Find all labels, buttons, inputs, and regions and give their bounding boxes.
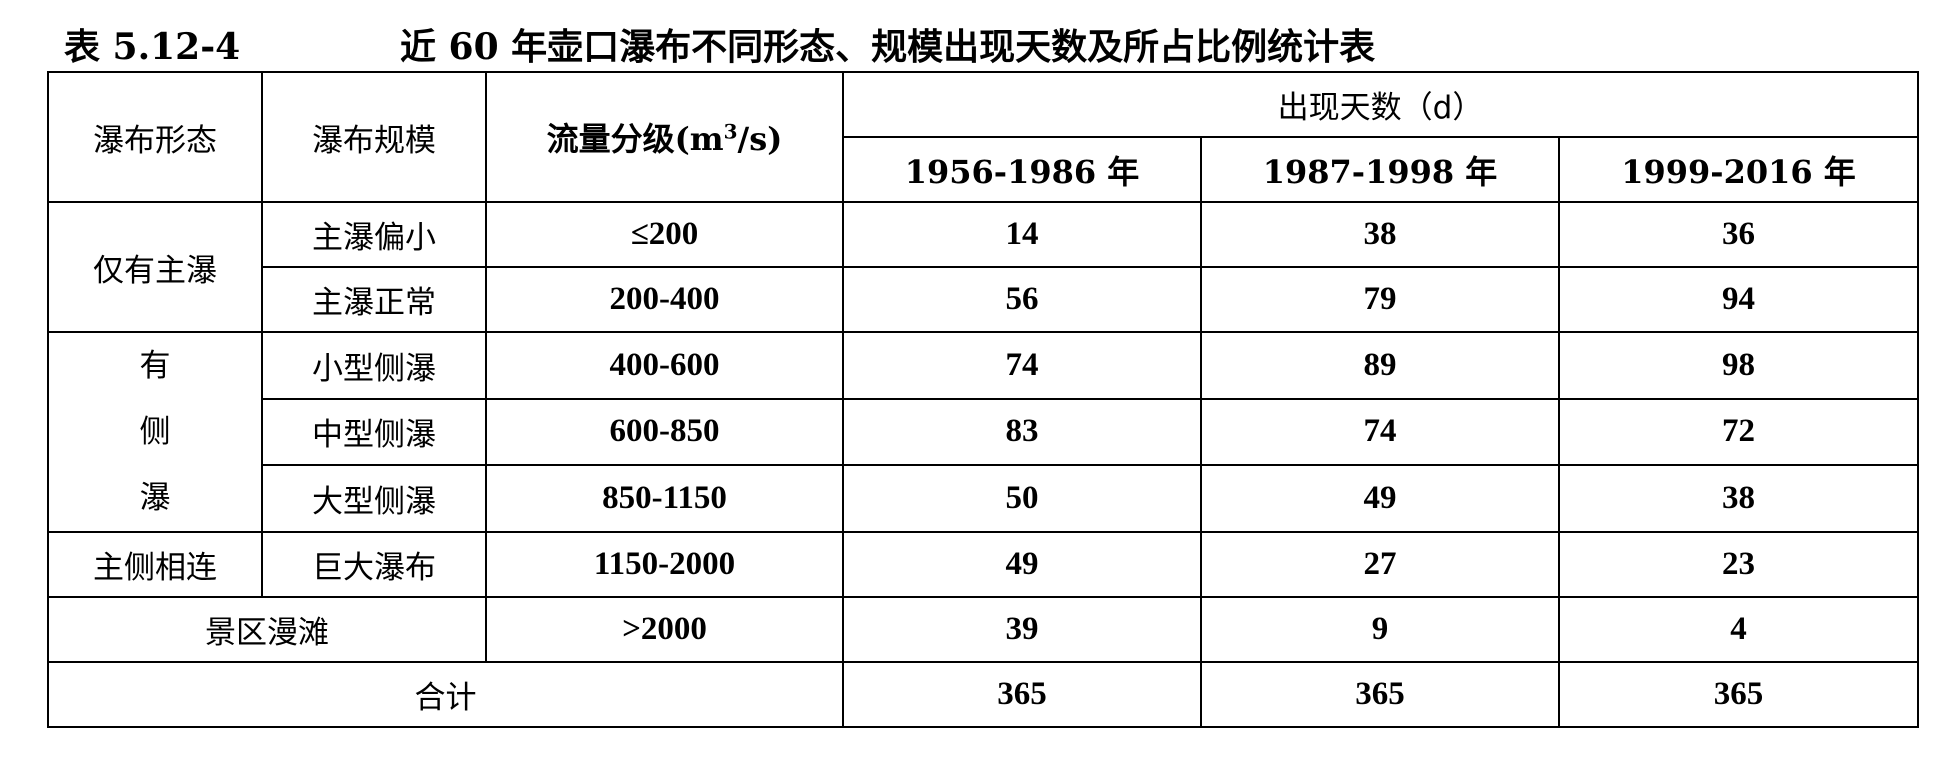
cell-days-1: 56 [842,266,1202,333]
cell-scale: 主瀑偏小 [261,201,487,268]
cell-flow: 200-400 [485,266,844,333]
total-days-3: 365 [1557,661,1920,728]
cell-flow: 600-850 [485,397,844,467]
cell-days-1: 14 [842,201,1202,268]
header-row-1: 瀑布形态 瀑布规模 流量分级(m3/s) 出现天数（d） [47,71,1920,203]
cell-days-1: 49 [842,531,1202,598]
group-side-char-3: 瀑 [139,480,171,516]
cell-flow: >2000 [485,596,844,663]
cell-days-3: 38 [1557,464,1920,533]
cell-days-2: 74 [1200,397,1560,467]
cell-days-3: 98 [1557,331,1920,400]
cell-scale: 小型侧瀑 [261,331,487,400]
header-period-1: 1956-1986 年 [842,136,1202,203]
cell-days-2: 9 [1200,596,1560,663]
header-days: 出现天数（d） [841,71,1920,138]
table-title: 近 60 年壶口瀑布不同形态、规模出现天数及所占比例统计表 [400,26,1376,68]
cell-flow: 400-600 [485,331,844,400]
group-side-falls: 有 侧 瀑 [47,331,263,533]
cell-days-1: 39 [842,596,1202,663]
table-row: 大型侧瀑 850-1150 50 49 38 [48,464,1920,533]
cell-scale: 巨大瀑布 [261,531,487,598]
header-flow-prefix: 流量分级(m [546,120,724,158]
table-row: 景区漫滩 >2000 39 9 4 [47,596,1920,663]
table-row: 仅有主瀑 主瀑偏小 ≤200 14 38 36 [47,201,1920,333]
cell-flow: 850-1150 [485,464,844,533]
cell-days-3: 36 [1557,201,1920,268]
cell-days-3: 94 [1557,266,1920,333]
total-row: 合计 365 365 365 [47,661,1920,728]
cell-days-3: 4 [1557,596,1920,663]
header-flow: 流量分级(m3/s) [485,71,844,203]
group-side-char-1: 有 [139,348,171,384]
header-scale: 瀑布规模 [261,71,487,203]
header-period-3: 1999-2016 年 [1557,136,1920,203]
total-label: 合计 [47,661,844,728]
table-row: 有 侧 瀑 小型侧瀑 400-600 74 89 98 [47,331,1920,533]
table-row: 主瀑正常 200-400 56 79 94 [48,266,1920,333]
cell-scale: 中型侧瀑 [261,397,487,467]
cell-days-3: 72 [1557,397,1920,467]
table-number: 表 5.12-4 [64,26,241,68]
header-period-2: 1987-1998 年 [1200,136,1560,203]
cell-days-3: 23 [1557,531,1920,598]
header-flow-suffix: /s) [737,120,783,158]
table-row: 主侧相连 巨大瀑布 1150-2000 49 27 23 [47,531,1920,598]
total-days-1: 365 [842,661,1202,728]
cell-days-2: 79 [1200,266,1560,333]
table-caption: 表 5.12-4 近 60 年壶口瀑布不同形态、规模出现天数及所占比例统计表 [64,18,1924,68]
cell-flow: 1150-2000 [485,531,844,598]
header-form: 瀑布形态 [47,71,263,203]
cell-days-2: 38 [1200,201,1560,268]
cell-flow: ≤200 [485,201,844,268]
cell-days-2: 49 [1200,464,1560,533]
header-row-2: 1956-1986 年 1987-1998 年 1999-2016 年 [48,136,1920,203]
cell-scale: 主瀑正常 [261,266,487,333]
cell-scale: 大型侧瀑 [261,464,487,533]
cell-days-1: 74 [842,331,1202,400]
header-flow-sup: 3 [723,119,738,144]
statistics-table: 瀑布形态 瀑布规模 流量分级(m3/s) 出现天数（d） 1956-1986 年… [47,71,1920,728]
group-scenic: 景区漫滩 [47,596,487,663]
cell-days-2: 27 [1200,531,1560,598]
cell-days-1: 83 [842,397,1202,467]
group-side-char-2: 侧 [139,414,171,450]
group-main-only: 仅有主瀑 [47,201,263,333]
group-connected: 主侧相连 [47,531,263,598]
total-days-2: 365 [1200,661,1560,728]
cell-days-2: 89 [1200,331,1560,400]
cell-days-1: 50 [842,464,1202,533]
table-row: 中型侧瀑 600-850 83 74 72 [48,397,1920,467]
